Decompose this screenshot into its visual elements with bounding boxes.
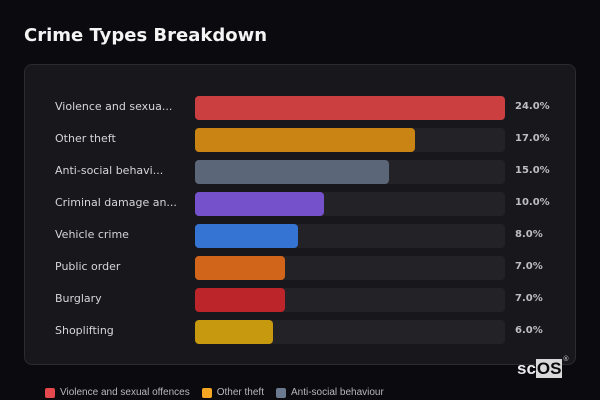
bar-track bbox=[195, 320, 505, 344]
bar-fill[interactable] bbox=[195, 96, 505, 120]
bar-label: Other theft bbox=[55, 132, 116, 145]
bar-value: 15.0% bbox=[515, 165, 550, 176]
bar-track bbox=[195, 96, 505, 120]
bar-fill[interactable] bbox=[195, 192, 325, 216]
chart-legend: Violence and sexual offences Other theft A… bbox=[45, 387, 384, 398]
bar-label: Shoplifting bbox=[55, 324, 114, 337]
legend-item[interactable]: Violence and sexual offences bbox=[45, 387, 190, 398]
bar-fill[interactable] bbox=[195, 224, 299, 248]
bar-value: 17.0% bbox=[515, 133, 550, 144]
bar-row: Burglary 7.0% bbox=[25, 288, 575, 312]
scos-logo: scOS ® bbox=[517, 356, 568, 379]
legend-swatch-icon bbox=[275, 387, 286, 398]
logo-prefix: sc bbox=[517, 359, 536, 378]
legend-swatch-icon bbox=[201, 387, 212, 398]
bar-value: 6.0% bbox=[515, 325, 543, 336]
legend-item[interactable]: Anti-social behaviour bbox=[275, 387, 384, 398]
bar-label: Burglary bbox=[55, 292, 102, 305]
bar-fill[interactable] bbox=[195, 128, 415, 152]
chart-title: Crime Types Breakdown bbox=[24, 25, 268, 46]
bar-track bbox=[195, 128, 505, 152]
bar-row: Vehicle crime 8.0% bbox=[25, 224, 575, 248]
legend-swatch-icon bbox=[45, 387, 55, 398]
bar-row: Shoplifting 6.0% bbox=[25, 320, 575, 344]
bar-fill[interactable] bbox=[195, 288, 286, 312]
bar-row: Public order 7.0% bbox=[25, 256, 575, 280]
bar-fill[interactable] bbox=[195, 256, 286, 280]
bar-fill[interactable] bbox=[195, 320, 273, 344]
bar-fill[interactable] bbox=[195, 160, 389, 184]
bar-row: Violence and sexua... 24.0% bbox=[25, 96, 575, 120]
registered-mark: ® bbox=[563, 356, 569, 363]
legend-item[interactable]: Other theft bbox=[201, 387, 264, 398]
bar-row: Other theft 17.0% bbox=[25, 128, 575, 152]
bar-label: Criminal damage an... bbox=[55, 196, 177, 209]
bar-label: Vehicle crime bbox=[55, 228, 129, 241]
legend-label: Other theft bbox=[216, 387, 264, 398]
bar-value: 8.0% bbox=[515, 229, 543, 240]
bar-row: Criminal damage an... 10.0% bbox=[25, 192, 575, 216]
bar-track bbox=[195, 256, 505, 280]
bar-label: Public order bbox=[55, 260, 121, 273]
legend-label: Anti-social behaviour bbox=[290, 387, 384, 398]
legend-label: Violence and sexual offences bbox=[60, 387, 190, 398]
bar-value: 24.0% bbox=[515, 101, 550, 112]
bar-track bbox=[195, 192, 505, 216]
chart-card: Violence and sexua... 24.0% Other theft 17.… bbox=[24, 64, 576, 365]
bar-value: 7.0% bbox=[515, 261, 543, 272]
bar-row: Anti-social behavi... 15.0% bbox=[25, 160, 575, 184]
bar-track bbox=[195, 160, 505, 184]
logo-highlight: OS bbox=[535, 359, 563, 378]
bar-track bbox=[195, 288, 505, 312]
bar-value: 7.0% bbox=[515, 293, 543, 304]
bar-track bbox=[195, 224, 505, 248]
bar-label: Violence and sexua... bbox=[55, 100, 173, 113]
bar-label: Anti-social behavi... bbox=[55, 164, 164, 177]
bar-value: 10.0% bbox=[515, 197, 550, 208]
